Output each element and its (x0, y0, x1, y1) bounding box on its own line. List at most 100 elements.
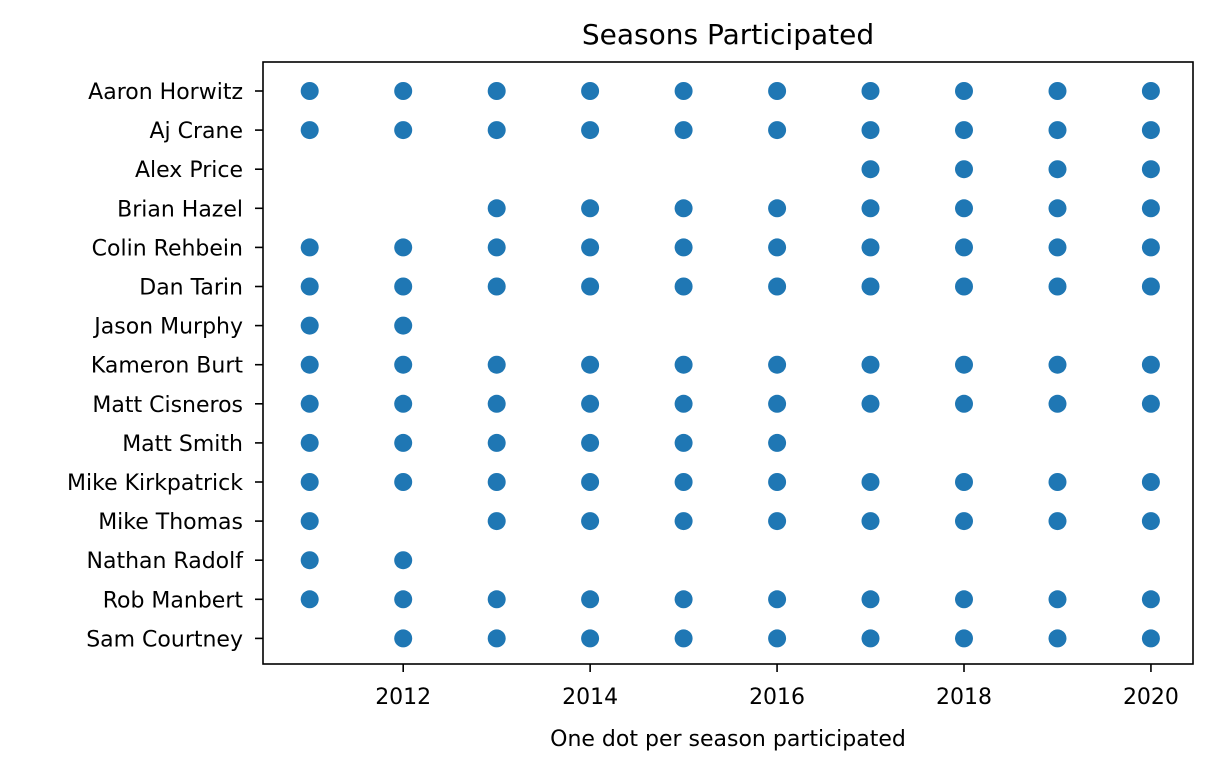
point-aaron-horwitz-2019 (1048, 82, 1067, 100)
point-brian-hazel-2017 (861, 199, 880, 218)
point-colin-rehbein-2016 (768, 238, 787, 257)
point-aj-crane-2015 (674, 121, 693, 140)
point-aj-crane-2018 (955, 121, 973, 140)
point-rob-manbert-2020 (1141, 590, 1160, 609)
point-kameron-burt-2015 (674, 355, 693, 374)
point-matt-cisneros-2014 (581, 394, 600, 413)
point-jason-murphy-2012 (394, 316, 413, 335)
point-aj-crane-2013 (487, 121, 506, 140)
point-rob-manbert-2014 (581, 590, 600, 609)
point-dan-tarin-2013 (487, 277, 506, 296)
point-dan-tarin-2011 (300, 277, 319, 296)
point-aj-crane-2012 (394, 121, 413, 140)
y-tick-label-rob-manbert: Rob Manbert (103, 588, 244, 613)
x-tick-label-2012: 2012 (375, 685, 431, 710)
point-matt-cisneros-2017 (861, 394, 880, 413)
point-mike-thomas-2017 (861, 512, 880, 531)
point-matt-smith-2011 (300, 433, 319, 452)
point-brian-hazel-2014 (581, 199, 600, 218)
point-mike-kirkpatrick-2013 (487, 473, 506, 491)
point-alex-price-2018 (955, 160, 973, 179)
point-matt-cisneros-2011 (300, 394, 319, 413)
point-rob-manbert-2016 (768, 590, 787, 609)
chart-title: Seasons Participated (582, 18, 874, 51)
x-tick-label-2016: 2016 (749, 685, 805, 710)
point-rob-manbert-2017 (861, 590, 880, 609)
point-dan-tarin-2017 (861, 277, 880, 296)
point-matt-smith-2015 (674, 433, 693, 452)
point-mike-thomas-2013 (487, 512, 506, 531)
point-colin-rehbein-2019 (1048, 238, 1067, 257)
y-tick-label-brian-hazel: Brian Hazel (117, 197, 243, 222)
point-sam-courtney-2014 (581, 629, 600, 648)
point-sam-courtney-2015 (674, 629, 693, 648)
point-mike-kirkpatrick-2016 (768, 473, 787, 491)
point-dan-tarin-2018 (955, 277, 973, 296)
point-rob-manbert-2011 (300, 590, 319, 609)
y-tick-label-mike-thomas: Mike Thomas (98, 510, 243, 535)
x-tick-label-2014: 2014 (562, 685, 618, 710)
point-rob-manbert-2015 (674, 590, 693, 609)
point-mike-kirkpatrick-2017 (861, 473, 880, 491)
point-dan-tarin-2016 (768, 277, 787, 296)
point-aaron-horwitz-2014 (581, 82, 600, 100)
x-tick-label-2018: 2018 (936, 685, 992, 710)
point-kameron-burt-2011 (300, 355, 319, 374)
point-sam-courtney-2018 (955, 629, 973, 648)
point-aaron-horwitz-2011 (300, 82, 319, 100)
y-tick-label-mike-kirkpatrick: Mike Kirkpatrick (67, 471, 243, 496)
point-colin-rehbein-2017 (861, 238, 880, 257)
point-colin-rehbein-2020 (1141, 238, 1160, 257)
point-aaron-horwitz-2015 (674, 82, 693, 100)
y-tick-label-matt-smith: Matt Smith (122, 432, 243, 457)
point-colin-rehbein-2015 (674, 238, 693, 257)
point-colin-rehbein-2011 (300, 238, 319, 257)
point-rob-manbert-2012 (394, 590, 413, 609)
point-nathan-radolf-2011 (300, 551, 319, 570)
point-colin-rehbein-2013 (487, 238, 506, 257)
point-matt-smith-2012 (394, 433, 413, 452)
point-matt-smith-2014 (581, 433, 600, 452)
point-mike-thomas-2016 (768, 512, 787, 531)
point-kameron-burt-2020 (1141, 355, 1160, 374)
point-brian-hazel-2018 (955, 199, 973, 218)
y-tick-label-alex-price: Alex Price (135, 158, 243, 183)
point-mike-kirkpatrick-2018 (955, 473, 973, 491)
point-sam-courtney-2017 (861, 629, 880, 648)
point-aaron-horwitz-2020 (1141, 82, 1160, 100)
point-kameron-burt-2019 (1048, 355, 1067, 374)
point-aj-crane-2016 (768, 121, 787, 140)
point-aj-crane-2011 (300, 121, 319, 140)
point-matt-cisneros-2013 (487, 394, 506, 413)
point-matt-smith-2013 (487, 433, 506, 452)
point-alex-price-2017 (861, 160, 880, 179)
point-aaron-horwitz-2017 (861, 82, 880, 100)
point-brian-hazel-2016 (768, 199, 787, 218)
y-tick-label-nathan-radolf: Nathan Radolf (87, 549, 245, 574)
point-rob-manbert-2013 (487, 590, 506, 609)
point-sam-courtney-2012 (394, 629, 413, 648)
point-mike-thomas-2014 (581, 512, 600, 531)
point-mike-kirkpatrick-2011 (300, 473, 319, 491)
point-kameron-burt-2018 (955, 355, 973, 374)
x-axis: 2012 2014 2016 2018 2020 (375, 664, 1179, 710)
point-aj-crane-2019 (1048, 121, 1067, 140)
point-mike-thomas-2020 (1141, 512, 1160, 531)
y-tick-label-kameron-burt: Kameron Burt (91, 354, 244, 379)
y-tick-label-aaron-horwitz: Aaron Horwitz (88, 80, 243, 105)
y-tick-label-colin-rehbein: Colin Rehbein (92, 236, 243, 261)
point-aaron-horwitz-2016 (768, 82, 787, 100)
y-tick-label-jason-murphy: Jason Murphy (92, 315, 243, 340)
point-aaron-horwitz-2013 (487, 82, 506, 100)
point-mike-kirkpatrick-2020 (1141, 473, 1160, 491)
x-tick-label-2020: 2020 (1123, 685, 1179, 710)
point-brian-hazel-2020 (1141, 199, 1160, 218)
point-matt-smith-2016 (768, 433, 787, 452)
point-aj-crane-2014 (581, 121, 600, 140)
point-rob-manbert-2019 (1048, 590, 1067, 609)
point-matt-cisneros-2018 (955, 394, 973, 413)
point-matt-cisneros-2016 (768, 394, 787, 413)
point-kameron-burt-2014 (581, 355, 600, 374)
point-kameron-burt-2013 (487, 355, 506, 374)
